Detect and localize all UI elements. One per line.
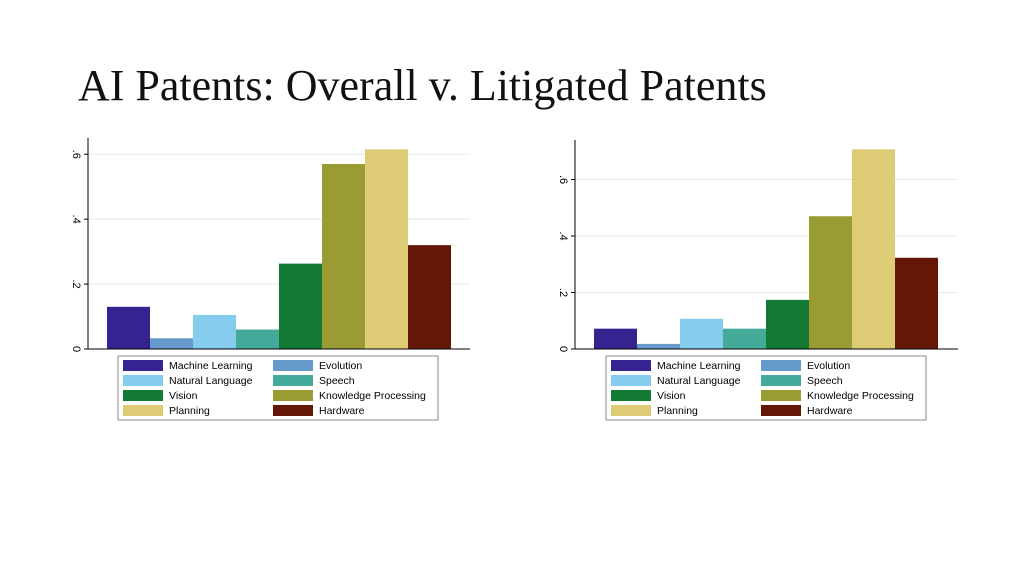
legend-swatch-speech [273, 375, 313, 386]
bar-vision [766, 299, 809, 349]
bar-natural-language [680, 318, 723, 349]
bar-vision [279, 263, 322, 349]
y-tick-label: .4 [557, 231, 569, 240]
y-tick-label: .6 [70, 150, 82, 159]
legend-swatch-hardware [273, 405, 313, 416]
legend-label-hardware: Hardware [319, 405, 365, 417]
legend-label-machine-learning: Machine Learning [657, 360, 741, 372]
legend-swatch-speech [761, 375, 801, 386]
y-tick-label: .4 [70, 215, 82, 224]
legend-swatch-hardware [761, 405, 801, 416]
slide-title: AI Patents: Overall v. Litigated Patents [78, 61, 767, 110]
legend-label-natural-language: Natural Language [169, 375, 253, 387]
bar-machine-learning [594, 328, 637, 349]
legend-label-hardware: Hardware [807, 405, 853, 417]
legend-swatch-planning [123, 405, 163, 416]
legend-swatch-machine-learning [123, 360, 163, 371]
legend-swatch-evolution [273, 360, 313, 371]
legend-swatch-machine-learning [611, 360, 651, 371]
bar-natural-language [193, 314, 236, 349]
bar-knowledge-processing [322, 163, 365, 349]
legend-swatch-planning [611, 405, 651, 416]
bar-evolution [150, 338, 193, 349]
y-tick-label: .6 [557, 175, 569, 184]
bar-planning [365, 149, 408, 349]
legend-label-evolution: Evolution [807, 360, 850, 372]
legend-swatch-natural-language [611, 375, 651, 386]
legend-label-knowledge-processing: Knowledge Processing [807, 390, 914, 402]
legend-label-speech: Speech [319, 375, 355, 387]
bar-planning [852, 149, 895, 349]
bar-hardware [895, 257, 938, 349]
legend-label-machine-learning: Machine Learning [169, 360, 253, 372]
legend-swatch-natural-language [123, 375, 163, 386]
bar-speech [723, 328, 766, 349]
legend-swatch-knowledge-processing [761, 390, 801, 401]
legend-label-speech: Speech [807, 375, 843, 387]
y-tick-label: 0 [70, 346, 82, 352]
legend-swatch-evolution [761, 360, 801, 371]
legend-swatch-knowledge-processing [273, 390, 313, 401]
bar-hardware [408, 245, 451, 349]
legend-label-knowledge-processing: Knowledge Processing [319, 390, 426, 402]
bar-speech [236, 329, 279, 349]
y-tick-label: .2 [557, 288, 569, 297]
legend-label-evolution: Evolution [319, 360, 362, 372]
legend-label-planning: Planning [657, 405, 698, 417]
bar-evolution [637, 343, 680, 349]
legend-swatch-vision [611, 390, 651, 401]
legend-label-vision: Vision [657, 390, 686, 402]
legend-label-natural-language: Natural Language [657, 375, 741, 387]
y-tick-label: .2 [70, 279, 82, 288]
bar-knowledge-processing [809, 216, 852, 349]
bar-machine-learning [107, 306, 150, 349]
legend-swatch-vision [123, 390, 163, 401]
legend-label-vision: Vision [169, 390, 198, 402]
legend-label-planning: Planning [169, 405, 210, 417]
y-tick-label: 0 [557, 346, 569, 352]
